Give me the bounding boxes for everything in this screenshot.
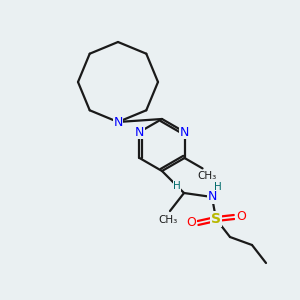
Text: O: O — [186, 217, 196, 230]
Text: CH₃: CH₃ — [197, 171, 216, 182]
Text: N: N — [207, 190, 217, 203]
Text: H: H — [173, 181, 181, 191]
Text: O: O — [236, 211, 246, 224]
Text: N: N — [180, 125, 189, 139]
Text: N: N — [135, 125, 144, 139]
Text: N: N — [113, 116, 123, 128]
Text: CH₃: CH₃ — [158, 215, 178, 225]
Text: H: H — [214, 182, 222, 192]
Text: S: S — [211, 212, 221, 226]
